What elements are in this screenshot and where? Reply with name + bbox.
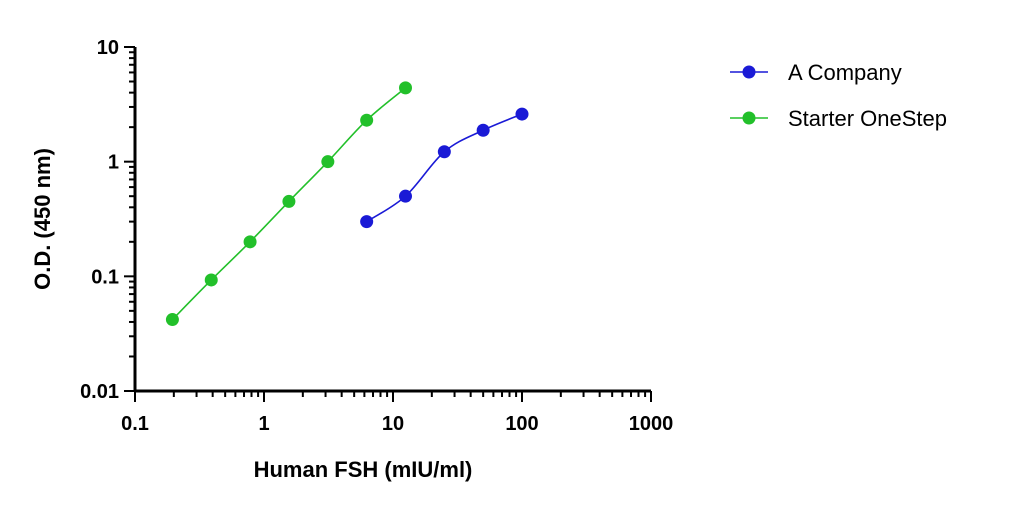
y-tick-label: 0.01 <box>80 381 119 403</box>
data-point <box>399 81 413 95</box>
x-tick-label: 100 <box>505 413 538 435</box>
series-line-a-company <box>366 113 523 223</box>
x-tick-label: 1000 <box>629 413 674 435</box>
x-tick-label: 0.1 <box>121 413 149 435</box>
y-tick-label: 1 <box>108 152 119 174</box>
data-point <box>321 155 335 169</box>
legend-marker <box>742 111 756 125</box>
data-point <box>204 273 218 287</box>
data-point <box>360 113 374 127</box>
data-point <box>515 107 529 121</box>
data-point <box>476 123 490 137</box>
y-axis-title: O.D. (450 nm) <box>30 148 55 290</box>
y-tick-label: 0.1 <box>91 266 119 288</box>
x-tick-label: 1 <box>258 413 269 435</box>
legend-marker <box>742 65 756 79</box>
x-tick-label: 10 <box>382 413 404 435</box>
series-a-company <box>360 107 529 229</box>
x-axis-title: Human FSH (mIU/ml) <box>254 457 473 482</box>
data-point <box>165 313 179 327</box>
data-point <box>360 215 374 229</box>
y-tick-label: 10 <box>97 37 119 59</box>
legend-item: Starter OneStep <box>730 106 947 131</box>
series-layer <box>165 81 529 327</box>
legend-label: A Company <box>788 60 902 85</box>
legend: A Company Starter OneStep <box>730 60 947 131</box>
data-point <box>282 194 296 208</box>
data-point <box>437 145 451 159</box>
series-starter-onestep <box>165 81 413 327</box>
legend-label: Starter OneStep <box>788 106 947 131</box>
legend-item: A Company <box>730 60 902 85</box>
data-point <box>243 235 257 249</box>
data-point <box>399 189 413 203</box>
